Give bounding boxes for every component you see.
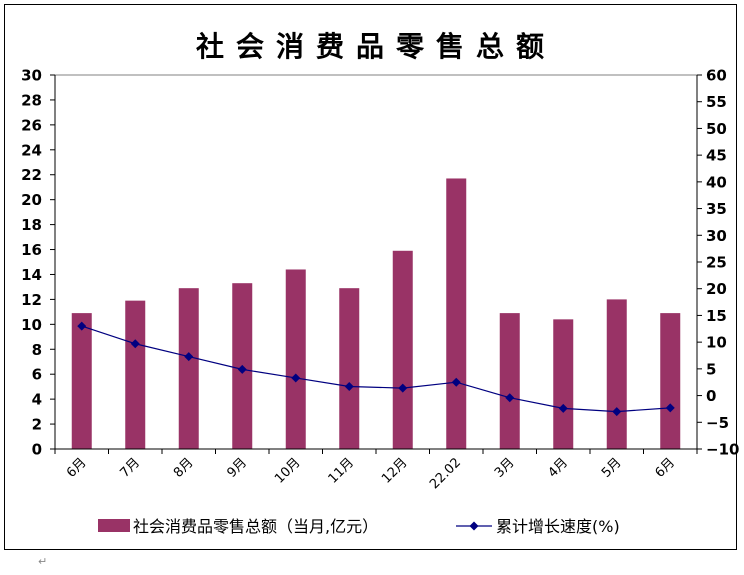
left-axis-tick-label: 22 (21, 166, 42, 184)
right-axis-tick-label: 15 (706, 307, 727, 325)
legend: 社会消费品零售总额（当月,亿元） 累计增长速度(%) (98, 517, 620, 536)
category-label-4: 10月 (272, 455, 303, 486)
legend-line-label: 累计增长速度(%) (496, 517, 620, 536)
growth-point-0 (77, 321, 87, 331)
left-axis-tick-label: 4 (32, 391, 42, 409)
legend-bar-label: 社会消费品零售总额（当月,亿元） (133, 517, 378, 536)
left-axis-tick-label: 30 (21, 67, 42, 85)
right-axis-tick-label: 35 (706, 200, 727, 218)
legend-line-marker (469, 521, 479, 531)
left-axis-tick-label: 16 (21, 241, 42, 259)
right-axis-tick-label: 10 (706, 334, 727, 352)
growth-point-6 (398, 383, 408, 393)
category-label-0: 6月 (64, 455, 90, 481)
growth-point-1 (130, 339, 140, 349)
bar-5 (339, 288, 360, 449)
bar-1 (125, 300, 146, 449)
left-axis-tick-label: 8 (32, 341, 42, 359)
left-axis-tick-label: 2 (32, 416, 42, 434)
category-label-9: 4月 (545, 455, 571, 481)
left-axis-tick-label: 26 (21, 116, 42, 134)
bar-9 (553, 319, 574, 449)
left-axis-tick-label: 28 (21, 91, 42, 109)
right-axis-tick-label: 25 (706, 254, 727, 272)
chart-title: 社会消费品零售总额 (196, 30, 556, 63)
right-axis-tick-label: 5 (706, 360, 716, 378)
bar-11 (660, 313, 681, 449)
growth-point-10 (612, 407, 622, 417)
right-axis-tick-label: 60 (706, 67, 727, 85)
right-axis-tick-label: 30 (706, 227, 727, 245)
plot-area-border (54, 74, 698, 450)
growth-point-5 (344, 381, 354, 391)
category-label-1: 7月 (117, 455, 143, 481)
growth-point-3 (237, 364, 247, 374)
right-axis-tick-label: 55 (706, 93, 727, 111)
right-axis-tick-label: −10 (706, 441, 739, 459)
combo-chart: 社会消费品零售总额 302826242220181614121086420605… (21, 30, 739, 536)
right-axis-tick-label: 40 (706, 173, 727, 191)
paragraph-mark: ↵ (38, 555, 48, 568)
category-label-11: 6月 (652, 455, 678, 481)
category-label-3: 9月 (224, 455, 250, 481)
bar-2 (178, 288, 199, 449)
growth-point-7 (451, 377, 461, 387)
right-axis-tick-label: 45 (706, 147, 727, 165)
left-axis-tick-label: 20 (21, 191, 42, 209)
growth-point-2 (184, 352, 194, 362)
category-label-2: 8月 (171, 455, 197, 481)
legend-bar-swatch (98, 519, 130, 532)
category-label-6: 12月 (379, 455, 410, 486)
growth-line (81, 325, 671, 413)
right-axis-tick-label: −5 (706, 414, 729, 432)
right-axis-tick-label: 50 (706, 120, 727, 138)
left-axis-tick-label: 6 (32, 366, 42, 384)
bar-7 (446, 178, 467, 449)
growth-point-11 (665, 403, 675, 413)
category-label-7: 22.02 (427, 455, 464, 492)
right-axis-tick-label: 20 (706, 280, 727, 298)
right-axis-tick-label: 0 (706, 387, 716, 405)
category-label-5: 11月 (326, 455, 357, 486)
category-label-8: 3月 (492, 455, 518, 481)
left-axis-tick-label: 0 (32, 441, 42, 459)
plot-area: 3028262422201816141210864206055504540353… (21, 67, 739, 493)
category-label-10: 5月 (599, 455, 625, 481)
left-axis-tick-label: 14 (21, 266, 42, 284)
growth-point-8 (505, 393, 515, 403)
left-axis-tick-label: 24 (21, 141, 42, 159)
left-axis-tick-label: 12 (21, 291, 42, 309)
left-axis-tick-label: 10 (21, 316, 42, 334)
growth-point-9 (558, 403, 568, 413)
growth-point-4 (291, 373, 301, 383)
bar-0 (71, 313, 92, 449)
left-axis-tick-label: 18 (21, 216, 42, 234)
bar-4 (285, 269, 306, 449)
bar-6 (392, 250, 413, 449)
bar-8 (499, 313, 520, 449)
bar-10 (606, 299, 627, 449)
